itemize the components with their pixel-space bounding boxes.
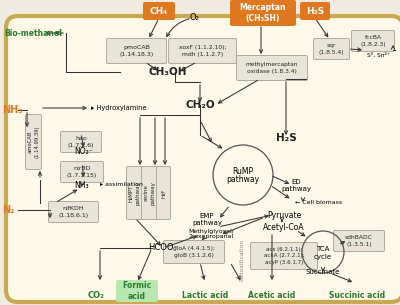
Text: ED
pathway: ED pathway [281, 178, 311, 192]
FancyBboxPatch shape [168, 38, 236, 63]
Text: Succinic acid: Succinic acid [329, 292, 385, 300]
Text: cycle: cycle [314, 254, 332, 260]
Text: xoxF (1.1.2.10);
mdh (1.1.2.7): xoxF (1.1.2.10); mdh (1.1.2.7) [179, 45, 226, 57]
Text: acs (6.2.1.1);
ackA (2.7.2.1);
acyP (3.6.1.7): acs (6.2.1.1); ackA (2.7.2.1); acyP (3.6… [264, 247, 304, 265]
Text: CO₂: CO₂ [88, 292, 104, 300]
FancyBboxPatch shape [250, 242, 318, 270]
Text: S⁰, Sn²⁺: S⁰, Sn²⁺ [367, 52, 390, 58]
Text: RuMP: RuMP [232, 167, 254, 177]
Text: NH₃: NH₃ [75, 181, 89, 189]
Text: Methylglyoxal/
2-oxopropanal: Methylglyoxal/ 2-oxopropanal [188, 229, 234, 239]
FancyBboxPatch shape [352, 30, 394, 52]
Text: H₄F: H₄F [161, 188, 166, 198]
Text: amoCAB
(1.14.99.39): amoCAB (1.14.99.39) [28, 126, 39, 158]
Text: Formic
acid: Formic acid [122, 281, 152, 301]
Text: CH₄: CH₄ [150, 6, 168, 16]
Text: NH₃: NH₃ [2, 105, 22, 115]
Text: Pyruvate: Pyruvate [267, 210, 301, 220]
FancyBboxPatch shape [314, 38, 350, 59]
Text: hao
(1.7.2.6): hao (1.7.2.6) [68, 136, 94, 148]
Text: serine
pathway: serine pathway [144, 181, 155, 205]
Text: sqr
(1.8.5.4): sqr (1.8.5.4) [319, 43, 344, 55]
Text: H₂S: H₂S [276, 133, 296, 143]
FancyBboxPatch shape [126, 167, 142, 220]
FancyBboxPatch shape [334, 231, 384, 252]
Text: fccBA
(1.8.2.3): fccBA (1.8.2.3) [360, 35, 386, 47]
Text: gloA (4.4.1.5);
gloB (3.1.2.6): gloA (4.4.1.5); gloB (3.1.2.6) [173, 246, 215, 258]
Text: N₂: N₂ [2, 205, 14, 215]
Text: sdhBADC
(1.3.5.1): sdhBADC (1.3.5.1) [345, 235, 373, 247]
Text: H₄MPT
pathway: H₄MPT pathway [129, 181, 140, 205]
Text: Mercaptan
(CH₃SH): Mercaptan (CH₃SH) [240, 3, 286, 23]
FancyBboxPatch shape [60, 162, 104, 182]
Text: Succinate: Succinate [306, 269, 340, 275]
Text: methylmercaptan
oxidase (1.8.3.4): methylmercaptan oxidase (1.8.3.4) [246, 63, 298, 74]
Text: ▸ Hydroxylamine: ▸ Hydroxylamine [91, 105, 146, 111]
FancyBboxPatch shape [48, 202, 98, 223]
Text: pathway: pathway [226, 175, 260, 185]
FancyBboxPatch shape [230, 0, 296, 26]
Text: CH₃OH: CH₃OH [149, 67, 187, 77]
Text: nifKDH
(1.18.6.1): nifKDH (1.18.6.1) [58, 206, 88, 217]
Text: O₂: O₂ [189, 13, 199, 23]
Text: Detoxification: Detoxification [240, 239, 244, 281]
FancyBboxPatch shape [143, 2, 175, 20]
Text: Lactic acid: Lactic acid [182, 292, 228, 300]
Text: EMP
pathway: EMP pathway [192, 214, 222, 227]
Text: nirBD
(1.7.1.15): nirBD (1.7.1.15) [67, 167, 97, 178]
Text: CH₂O: CH₂O [185, 100, 215, 110]
FancyBboxPatch shape [6, 16, 400, 302]
FancyBboxPatch shape [26, 114, 42, 170]
FancyBboxPatch shape [300, 2, 330, 20]
Text: pmoCAB
(1.14.18.3): pmoCAB (1.14.18.3) [119, 45, 154, 57]
Text: Acetic acid: Acetic acid [248, 292, 296, 300]
Text: ▸ assimilation: ▸ assimilation [100, 182, 143, 188]
FancyBboxPatch shape [142, 167, 158, 220]
FancyBboxPatch shape [156, 167, 170, 220]
FancyBboxPatch shape [106, 38, 166, 63]
Text: H₂S: H₂S [306, 6, 324, 16]
FancyBboxPatch shape [236, 56, 308, 81]
Text: Acetyl-CoA: Acetyl-CoA [263, 224, 305, 232]
FancyBboxPatch shape [60, 131, 102, 152]
Text: NO₂⁻: NO₂⁻ [75, 148, 93, 156]
Text: HCOO⁻: HCOO⁻ [148, 243, 178, 253]
Text: TCA: TCA [316, 246, 330, 252]
FancyBboxPatch shape [164, 241, 224, 264]
FancyBboxPatch shape [116, 280, 158, 302]
Text: ← Cell biomass: ← Cell biomass [295, 199, 342, 204]
Text: Bio-methanol: Bio-methanol [4, 28, 62, 38]
